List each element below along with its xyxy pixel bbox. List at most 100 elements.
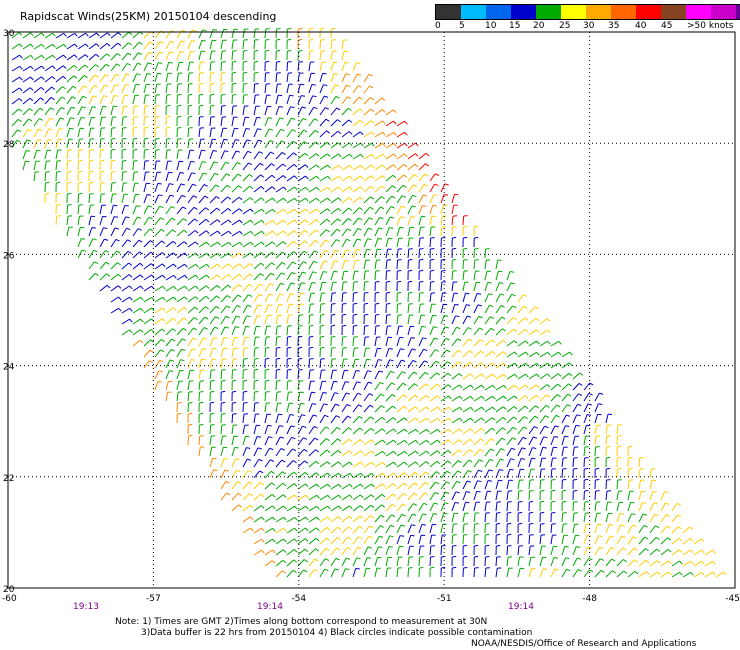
wind-barb bbox=[473, 459, 484, 468]
wind-barb bbox=[484, 448, 495, 457]
wind-barb bbox=[473, 480, 482, 490]
wind-barb bbox=[550, 436, 559, 446]
wind-barb bbox=[385, 546, 393, 556]
wind-barb bbox=[88, 193, 94, 204]
wind-barb bbox=[209, 127, 216, 138]
wind-barb bbox=[143, 251, 155, 259]
wind-barb bbox=[407, 226, 415, 237]
wind-barb bbox=[286, 380, 292, 391]
wind-barb bbox=[253, 325, 261, 336]
wind-barb bbox=[308, 208, 320, 215]
wind-barb bbox=[44, 171, 50, 182]
wind-barb bbox=[539, 457, 546, 468]
wind-barb bbox=[297, 346, 303, 358]
wind-barb bbox=[396, 503, 407, 512]
wind-barb bbox=[176, 218, 187, 226]
wind-barb bbox=[517, 567, 525, 578]
wind-barb bbox=[429, 523, 437, 534]
wind-barb bbox=[187, 412, 193, 424]
wind-barb bbox=[528, 468, 535, 479]
wind-barb bbox=[253, 482, 264, 490]
wind-barb bbox=[583, 424, 591, 435]
wind-barb bbox=[143, 105, 149, 116]
wind-barb bbox=[198, 241, 210, 248]
wind-barb bbox=[319, 537, 331, 545]
wind-barb bbox=[231, 139, 240, 149]
wind-barb bbox=[143, 349, 154, 358]
wind-barb bbox=[693, 549, 705, 556]
wind-barb bbox=[44, 107, 55, 116]
wind-barb bbox=[319, 358, 325, 369]
wind-barb bbox=[165, 296, 177, 303]
wind-barb bbox=[33, 43, 45, 50]
wind-barb bbox=[451, 303, 459, 314]
wind-barb bbox=[286, 28, 292, 39]
wind-barb bbox=[319, 516, 331, 523]
wind-barb bbox=[297, 152, 309, 160]
wind-barb bbox=[429, 326, 438, 336]
wind-barb bbox=[330, 415, 341, 424]
wind-barb bbox=[330, 95, 340, 105]
wind-barb bbox=[638, 548, 649, 556]
wind-barb bbox=[275, 219, 287, 226]
wind-barb bbox=[22, 32, 34, 39]
wind-barb bbox=[352, 196, 364, 204]
wind-barb bbox=[22, 118, 33, 127]
wind-barb bbox=[99, 43, 111, 50]
wind-barb bbox=[374, 556, 382, 567]
wind-barb bbox=[638, 525, 648, 534]
wind-barb bbox=[242, 504, 254, 512]
wind-barb bbox=[66, 204, 72, 215]
wind-barb bbox=[308, 72, 316, 83]
wind-barb bbox=[275, 413, 283, 424]
wind-barb bbox=[561, 435, 569, 446]
wind-barb bbox=[198, 93, 204, 105]
wind-barb bbox=[11, 129, 22, 138]
legend-label: 25 bbox=[559, 21, 571, 31]
wind-barb bbox=[319, 249, 329, 259]
wind-barb bbox=[209, 326, 219, 336]
wind-barb bbox=[374, 270, 380, 281]
wind-barb bbox=[220, 173, 231, 182]
wind-barb bbox=[253, 208, 265, 215]
wind-barb bbox=[583, 546, 592, 556]
wind-barb bbox=[275, 272, 286, 281]
wind-barb bbox=[275, 549, 287, 556]
wind-barb bbox=[319, 271, 328, 281]
wind-barb bbox=[187, 317, 198, 325]
wind-barb bbox=[550, 557, 559, 567]
wind-barb bbox=[539, 373, 551, 380]
wind-barb bbox=[429, 502, 439, 512]
wind-barb bbox=[352, 472, 364, 479]
wind-barb bbox=[396, 382, 407, 391]
wind-barb bbox=[165, 206, 175, 215]
wind-barb bbox=[539, 425, 549, 435]
wind-barb bbox=[517, 522, 523, 534]
wind-barb bbox=[132, 318, 144, 325]
wind-barb bbox=[165, 307, 177, 314]
wind-barb bbox=[165, 285, 177, 292]
wind-barb bbox=[616, 424, 622, 435]
wind-barb bbox=[407, 348, 416, 358]
wind-barb bbox=[220, 274, 232, 281]
wind-barb bbox=[264, 117, 273, 127]
wind-barb bbox=[198, 285, 210, 292]
wind-barb bbox=[132, 182, 139, 193]
wind-barb bbox=[231, 273, 243, 281]
wind-barb bbox=[671, 514, 682, 523]
wind-barb bbox=[154, 370, 163, 380]
wind-barb bbox=[33, 149, 41, 160]
wind-barb bbox=[253, 50, 259, 61]
wind-barb bbox=[55, 117, 65, 127]
wind-barb bbox=[22, 128, 32, 138]
wind-barb bbox=[572, 512, 579, 523]
wind-barb bbox=[77, 106, 86, 116]
wind-barb bbox=[253, 197, 265, 204]
legend-swatch bbox=[686, 5, 711, 19]
wind-barb bbox=[341, 62, 349, 72]
wind-barb bbox=[594, 558, 605, 567]
wind-barb bbox=[473, 417, 485, 424]
wind-barb bbox=[341, 131, 353, 138]
wind-barb bbox=[330, 358, 337, 369]
wind-barb bbox=[231, 50, 237, 61]
